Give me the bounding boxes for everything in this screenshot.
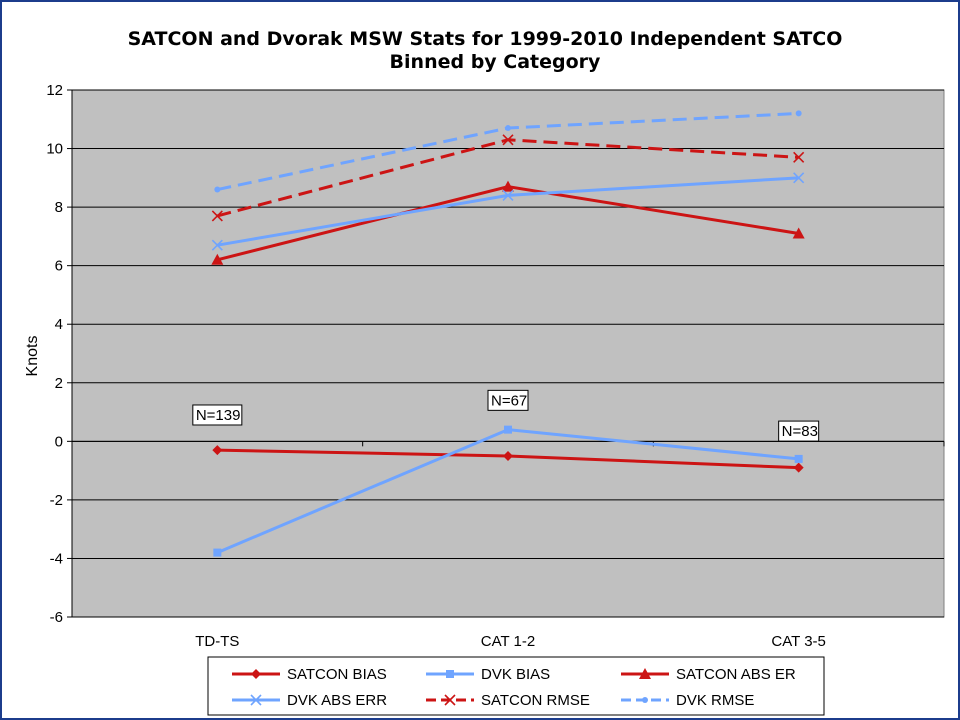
x-tick-label: TD-TS — [195, 633, 239, 650]
series-satcon-abs-er — [211, 180, 805, 265]
legend-item: DVK BIAS — [426, 666, 550, 683]
marker-diamond — [793, 462, 804, 473]
marker-x — [444, 694, 456, 706]
marker-diamond — [503, 450, 513, 461]
annotation-box — [487, 389, 529, 411]
series-dvk-rmse — [214, 110, 802, 193]
marker-x — [211, 210, 223, 222]
y-tick-label: 4 — [55, 316, 63, 333]
marker-square — [504, 425, 512, 434]
legend-item: DVK RMSE — [621, 692, 754, 709]
marker-square — [213, 548, 222, 557]
annotation-box — [778, 420, 820, 442]
legend-label: SATCON RMSE — [481, 692, 590, 709]
y-tick-label: 6 — [55, 258, 63, 275]
y-tick-label: 10 — [46, 141, 63, 158]
legend: SATCON BIAS DVK BIAS SATCON ABS ER DVK ABS … — [207, 656, 825, 716]
y-tick-label: 2 — [55, 375, 63, 392]
series-dvk-bias — [213, 425, 803, 557]
annotation: N=67 — [487, 389, 529, 411]
marker-triangle — [639, 668, 651, 679]
plot-area: -6 -4 -2 0 2 4 6 8 10 12 TD-TS CAT 1-2 CAT 3-5 N=139 N… — [46, 82, 945, 650]
series-satcon-rmse — [211, 134, 805, 222]
chart-title: SATCON and Dvorak MSW Stats for 1999-201… — [128, 28, 843, 50]
plot-background — [71, 89, 945, 618]
annotation-label: N=139 — [196, 407, 241, 424]
legend-label: DVK ABS ERR — [287, 692, 387, 709]
marker-dot — [505, 125, 511, 132]
marker-square — [446, 670, 454, 678]
marker-x — [502, 189, 514, 201]
y-tick-label: -6 — [50, 609, 63, 626]
marker-triangle — [792, 227, 805, 239]
y-axis-label: Knots — [24, 336, 41, 377]
series-satcon-bias — [212, 445, 804, 473]
marker-diamond — [212, 445, 223, 456]
legend-item: SATCON BIAS — [232, 666, 387, 683]
marker-dot — [642, 697, 648, 703]
y-tick-label: -2 — [50, 492, 63, 509]
marker-x — [793, 151, 805, 163]
legend-box — [207, 656, 825, 716]
y-tick-label: 8 — [55, 199, 63, 216]
x-tick-label: CAT 1-2 — [481, 633, 535, 650]
legend-item: DVK ABS ERR — [232, 692, 387, 709]
marker-x — [250, 694, 262, 706]
legend-item: SATCON RMSE — [426, 692, 590, 709]
legend-label: SATCON ABS ER — [676, 666, 796, 683]
y-tick-label: 0 — [55, 433, 63, 450]
annotation-box — [192, 404, 243, 426]
marker-x — [502, 134, 514, 146]
marker-diamond — [251, 669, 261, 679]
marker-square — [794, 454, 803, 463]
annotation-label: N=83 — [782, 423, 818, 440]
y-tick-label: 12 — [46, 82, 63, 99]
y-tick-label: -4 — [50, 550, 63, 567]
marker-triangle — [502, 180, 514, 192]
annotation: N=83 — [778, 420, 820, 442]
marker-triangle — [211, 253, 224, 265]
x-tick-label: CAT 3-5 — [771, 633, 825, 650]
chart-subtitle: Binned by Category — [390, 51, 602, 73]
legend-label: DVK BIAS — [481, 666, 550, 683]
marker-x — [793, 172, 805, 184]
marker-dot — [214, 186, 221, 193]
legend-label: DVK RMSE — [676, 692, 754, 709]
annotation: N=139 — [192, 404, 243, 426]
marker-x — [211, 239, 223, 251]
legend-label: SATCON BIAS — [287, 666, 387, 683]
marker-dot — [795, 110, 802, 117]
series-dvk-abs-err — [211, 172, 805, 251]
legend-item: SATCON ABS ER — [621, 666, 796, 683]
annotation-label: N=67 — [491, 392, 527, 409]
